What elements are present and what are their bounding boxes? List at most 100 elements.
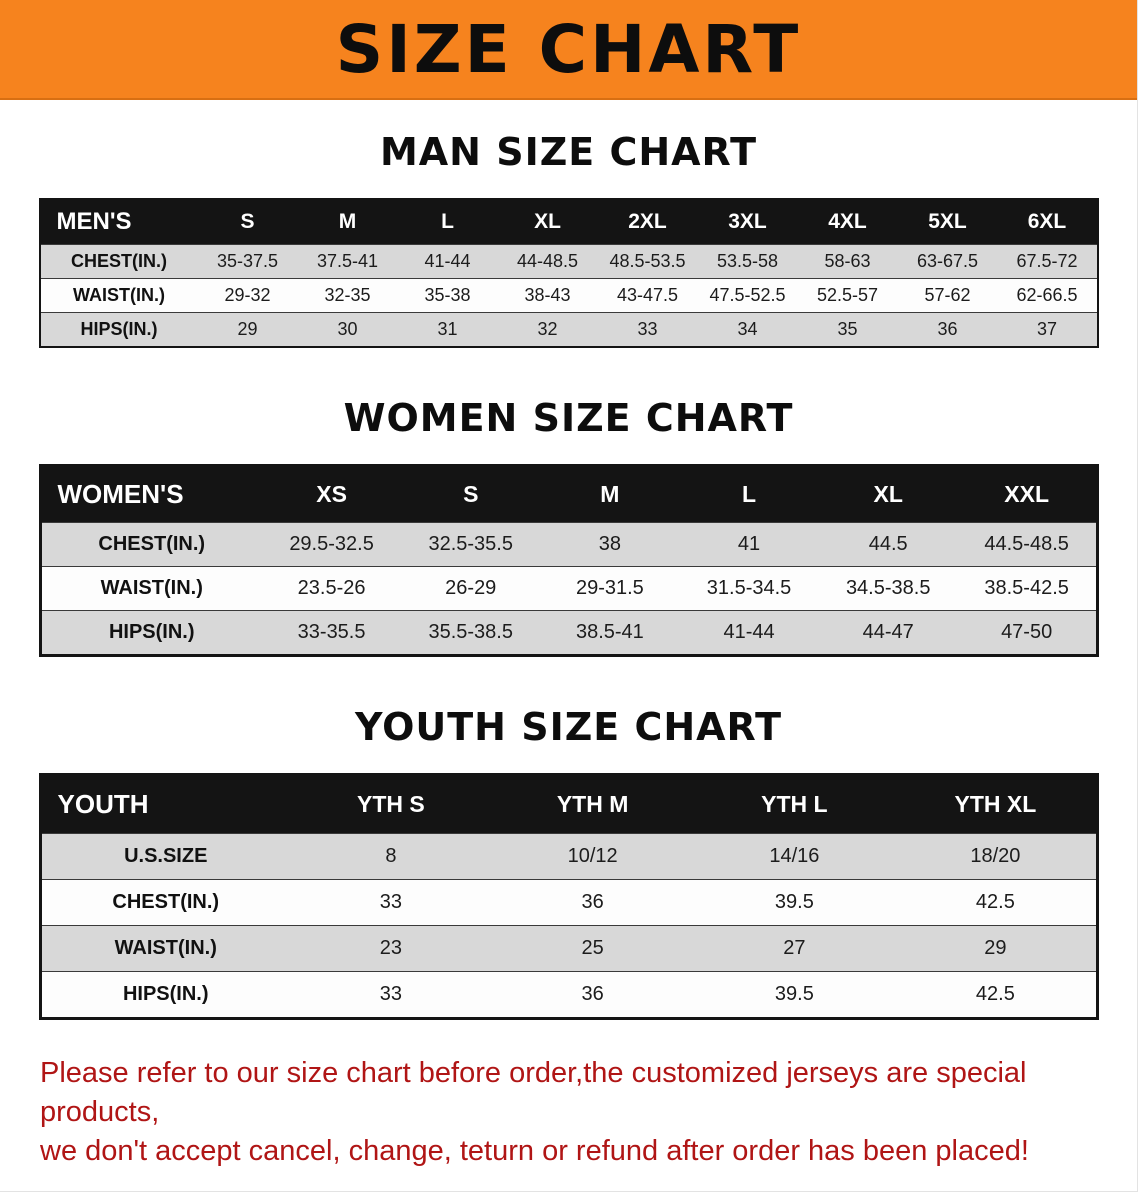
- table-cell: 41-44: [424, 251, 471, 271]
- table-row: WAIST(IN.) 23.5-26 26-29 29-31.5 31.5-34.5 34…: [40, 566, 1097, 611]
- table-row: HIPS(IN.) 33 36 39.5 42.5: [40, 971, 1097, 1019]
- table-row: HIPS(IN.) 33-35.5 35.5-38.5 38.5-41 41-44 44-…: [40, 610, 1097, 656]
- table-cell: 67.5-72: [1016, 251, 1078, 271]
- column-header: XXL: [957, 465, 1097, 523]
- footer-note: Please refer to our size chart before or…: [40, 1054, 1101, 1171]
- table-cell: 31: [437, 319, 458, 339]
- table-cell: 32.5-35.5: [428, 533, 513, 555]
- table-row: U.S.SIZE 8 10/12 14/16 18/20: [40, 833, 1097, 880]
- men-section-heading: MAN SIZE CHART: [379, 130, 758, 174]
- women-section-heading: WOMEN SIZE CHART: [343, 396, 794, 440]
- table-cell: 26-29: [445, 577, 497, 599]
- row-label: CHEST(IN.): [112, 891, 220, 913]
- section-men: MAN SIZE CHART MEN'S S M L XL 2XL 3XL 4XL 5XL 6XL…: [0, 130, 1137, 348]
- table-cell: 23.5-26: [297, 577, 366, 599]
- womens-size-table: WOMEN'S XS S M L XL XXL CHEST(IN.) 29.5-32.5 32.5…: [38, 464, 1099, 657]
- column-header: S: [401, 465, 541, 523]
- table-cell: 14/16: [769, 845, 820, 867]
- table-cell: 8: [385, 845, 397, 867]
- row-label: WAIST(IN.): [100, 577, 203, 599]
- column-header: 6XL: [997, 199, 1098, 245]
- column-header: 4XL: [797, 199, 898, 245]
- table-row: HIPS(IN.) 29 30 31 32 33 34 35 36 37: [39, 312, 1098, 347]
- table-cell: 32-35: [324, 285, 371, 305]
- table-title-cell: MEN'S: [39, 199, 198, 245]
- table-cell: 29.5-32.5: [289, 533, 374, 555]
- column-header: YTH S: [290, 774, 492, 834]
- table-cell: 43-47.5: [616, 285, 679, 305]
- table-cell: 48.5-53.5: [609, 251, 686, 271]
- table-cell: 35-38: [424, 285, 471, 305]
- table-cell: 39.5: [774, 891, 814, 913]
- table-cell: 53.5-58: [716, 251, 779, 271]
- row-label: HIPS(IN.): [80, 319, 158, 339]
- table-title-cell: YOUTH: [40, 774, 290, 834]
- banner: SIZE CHART: [0, 0, 1137, 100]
- table-cell: 33: [379, 891, 402, 913]
- row-label: CHEST(IN.): [71, 251, 167, 271]
- table-cell: 47-50: [1001, 621, 1053, 643]
- column-header: 3XL: [697, 199, 798, 245]
- table-cell: 38.5-41: [575, 621, 644, 643]
- youth-size-table: YOUTH YTH S YTH M YTH L YTH XL U.S.SIZE 8 10/12…: [38, 773, 1099, 1020]
- column-header: M: [540, 465, 680, 523]
- table-row: WAIST(IN.) 23 25 27 29: [40, 925, 1097, 972]
- column-header: YTH L: [693, 774, 896, 834]
- table-cell: 44.5-48.5: [984, 533, 1069, 555]
- column-header: XL: [818, 465, 958, 523]
- column-header: XL: [497, 199, 598, 245]
- table-cell: 38.5-42.5: [984, 577, 1069, 599]
- table-title-cell: WOMEN'S: [40, 465, 262, 523]
- table-cell: 25: [581, 937, 604, 959]
- table-cell: 62-66.5: [1016, 285, 1078, 305]
- table-row: CHEST(IN.) 33 36 39.5 42.5: [40, 879, 1097, 926]
- column-header: XS: [262, 465, 402, 523]
- table-cell: 39.5: [774, 983, 814, 1005]
- column-header: L: [679, 465, 819, 523]
- column-header: M: [297, 199, 398, 245]
- row-label: WAIST(IN.): [73, 285, 165, 305]
- table-cell: 10/12: [567, 845, 618, 867]
- table-cell: 38-43: [524, 285, 571, 305]
- table-cell: 42.5: [975, 983, 1015, 1005]
- table-cell: 57-62: [924, 285, 971, 305]
- table-cell: 29: [237, 319, 258, 339]
- section-women: WOMEN SIZE CHART WOMEN'S XS S M L XL XXL CHEST(…: [0, 396, 1137, 657]
- row-label: WAIST(IN.): [114, 937, 217, 959]
- table-cell: 37: [1036, 319, 1058, 339]
- table-cell: 35-37.5: [216, 251, 279, 271]
- row-label: U.S.SIZE: [124, 845, 208, 867]
- table-header-row: MEN'S S M L XL 2XL 3XL 4XL 5XL 6XL: [39, 199, 1098, 245]
- table-cell: 29-32: [224, 285, 271, 305]
- table-cell: 23: [379, 937, 402, 959]
- table-cell: 41-44: [723, 621, 775, 643]
- column-header: 5XL: [897, 199, 998, 245]
- table-cell: 63-67.5: [916, 251, 979, 271]
- table-row: CHEST(IN.) 35-37.5 37.5-41 41-44 44-48.5 48.5…: [39, 244, 1098, 279]
- table-cell: 47.5-52.5: [709, 285, 786, 305]
- footer-note-line1: Please refer to our size chart before or…: [40, 1057, 1027, 1129]
- table-cell: 33: [637, 319, 658, 339]
- table-cell: 44.5: [868, 533, 908, 555]
- row-label: HIPS(IN.): [108, 621, 195, 643]
- table-cell: 44-48.5: [516, 251, 579, 271]
- table-cell: 35: [837, 319, 858, 339]
- table-cell: 44-47: [862, 621, 914, 643]
- table-cell: 58-63: [824, 251, 871, 271]
- table-cell: 34: [737, 319, 758, 339]
- table-cell: 52.5-57: [816, 285, 879, 305]
- table-cell: 31.5-34.5: [706, 577, 792, 599]
- table-cell: 30: [337, 319, 358, 339]
- table-cell: 41: [737, 533, 761, 555]
- column-header: YTH M: [491, 774, 694, 834]
- table-cell: 38: [598, 533, 622, 555]
- column-header: YTH XL: [895, 774, 1097, 834]
- column-header: L: [397, 199, 498, 245]
- table-header-row: YOUTH YTH S YTH M YTH L YTH XL: [40, 774, 1097, 834]
- table-cell: 42.5: [975, 891, 1015, 913]
- row-label: HIPS(IN.): [122, 983, 209, 1005]
- table-cell: 35.5-38.5: [428, 621, 513, 643]
- footer-note-line2: we don't accept cancel, change, teturn o…: [40, 1135, 1029, 1168]
- column-header: 2XL: [597, 199, 698, 245]
